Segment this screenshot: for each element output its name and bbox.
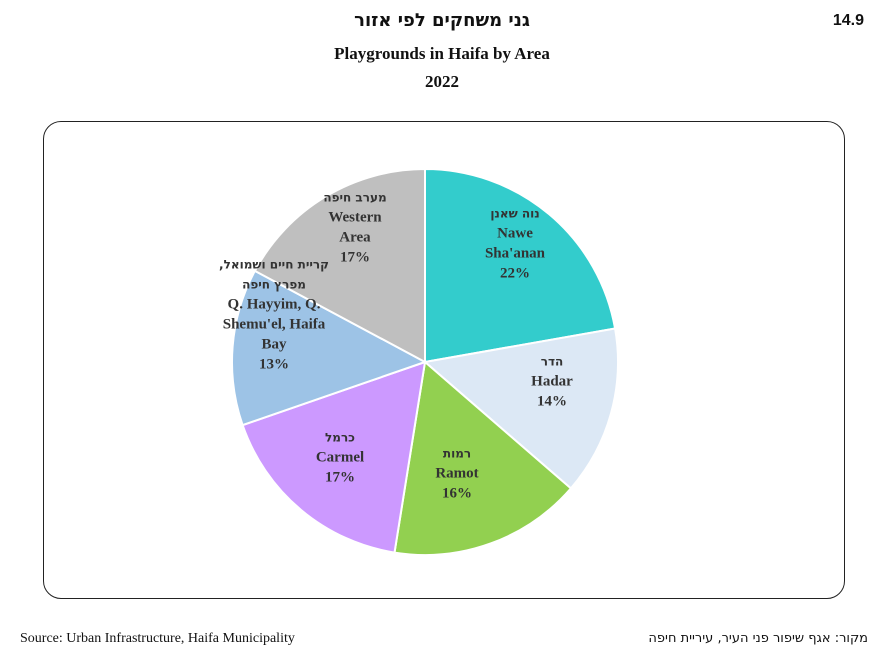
slice-percent-label: 22% <box>500 265 530 281</box>
slice-label-hebrew: רמות <box>443 447 471 461</box>
slice-percent-label: 13% <box>259 356 289 372</box>
pie-slice <box>231 269 428 427</box>
slice-label-hebrew: כרמל <box>325 431 355 445</box>
chart-title-english: Playgrounds in Haifa by Area <box>334 44 550 63</box>
pie-slice <box>422 327 620 490</box>
slice-percent-label: 17% <box>340 249 370 265</box>
source-english: Source: Urban Infrastructure, Haifa Muni… <box>20 631 295 646</box>
slice-label-english: Western <box>328 209 382 225</box>
slice-label-english: Carmel <box>316 449 364 465</box>
slice-label-hebrew: מפרץ חיפה <box>242 278 306 292</box>
pie-slice <box>424 167 617 364</box>
pie-slice <box>253 167 426 364</box>
figure-number: 14.9 <box>832 12 864 29</box>
slice-label-hebrew: הדר <box>541 355 564 369</box>
source-hebrew: מקור: אגף שיפור פני העיר, עיריית חיפה <box>648 631 868 646</box>
slice-label-english: Bay <box>261 336 287 352</box>
chart-year: 2022 <box>425 72 459 91</box>
slice-label-english: Shemu'el, Haifa <box>223 316 326 332</box>
slice-percent-label: 16% <box>442 485 472 501</box>
slice-label-english: Nawe <box>497 225 533 241</box>
slice-label-english: Hadar <box>531 373 573 389</box>
slice-label-hebrew: נוה שאנן <box>490 207 539 221</box>
slice-percent-label: 14% <box>537 393 567 409</box>
slice-label-hebrew: קריית חיים ושמואל, <box>219 258 329 272</box>
slice-label-english: Ramot <box>435 465 478 481</box>
slice-label-english: Area <box>339 229 371 245</box>
slice-label-english: Sha'anan <box>485 245 546 261</box>
pie-slice <box>393 360 573 556</box>
slice-label-hebrew: מערב חיפה <box>323 191 386 205</box>
pie-slices <box>231 167 620 556</box>
pie-labels: נוה שאנן Nawe Sha'anan 22% הדר Hadar 14% רמות Ra… <box>219 191 573 502</box>
slice-percent-label: 17% <box>325 469 355 485</box>
chart-frame <box>43 121 845 599</box>
chart-title-hebrew: גני משחקים לפי אזור <box>354 10 530 31</box>
slice-label-english: Q. Hayyim, Q. <box>228 296 321 312</box>
